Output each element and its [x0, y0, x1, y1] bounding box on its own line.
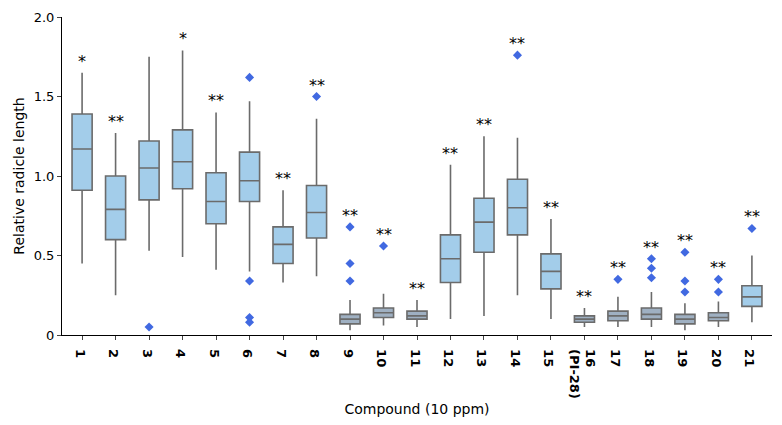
svg-text:**: **: [643, 238, 659, 257]
svg-text:Compound (10 ppm): Compound (10 ppm): [344, 401, 489, 417]
svg-text:**: **: [610, 258, 626, 277]
svg-text:**: **: [476, 115, 492, 134]
svg-text:5: 5: [207, 349, 222, 358]
svg-text:6: 6: [240, 349, 255, 358]
svg-text:**: **: [509, 34, 525, 53]
svg-text:19: 19: [675, 349, 690, 367]
svg-text:21: 21: [742, 349, 757, 367]
svg-text:1: 1: [73, 349, 88, 358]
svg-text:**: **: [376, 225, 392, 244]
svg-text:2: 2: [106, 349, 121, 358]
svg-text:**: **: [576, 287, 592, 306]
svg-text:**: **: [677, 231, 693, 250]
svg-text:15: 15: [541, 349, 556, 367]
svg-text:**: **: [710, 258, 726, 277]
svg-text:3: 3: [140, 349, 155, 358]
svg-text:7: 7: [274, 349, 289, 358]
svg-text:**: **: [108, 112, 124, 131]
svg-text:**: **: [442, 144, 458, 163]
svg-text:11: 11: [408, 349, 423, 367]
svg-text:0.5: 0.5: [34, 248, 55, 263]
svg-text:*: *: [179, 29, 187, 48]
svg-text:**: **: [342, 206, 358, 225]
svg-text:14: 14: [508, 349, 523, 367]
svg-text:1.5: 1.5: [34, 89, 55, 104]
svg-text:13: 13: [474, 349, 489, 367]
svg-text:18: 18: [642, 349, 657, 367]
svg-text:**: **: [543, 198, 559, 217]
svg-text:**: **: [409, 279, 425, 298]
svg-text:4: 4: [173, 349, 188, 358]
svg-text:8: 8: [307, 349, 322, 358]
svg-text:12: 12: [441, 349, 456, 367]
svg-text:10: 10: [374, 349, 389, 367]
svg-text:**: **: [208, 91, 224, 110]
svg-text:2.0: 2.0: [34, 10, 55, 25]
svg-text:16(PI-28): 16(PI-28): [567, 349, 599, 399]
svg-text:Relative radicle length: Relative radicle length: [11, 97, 27, 254]
svg-text:**: **: [744, 207, 760, 226]
svg-text:1.0: 1.0: [34, 169, 55, 184]
svg-text:**: **: [275, 169, 291, 188]
svg-text:20: 20: [709, 349, 724, 367]
svg-text:**: **: [309, 76, 325, 95]
svg-text:0: 0: [46, 328, 54, 343]
svg-text:17: 17: [608, 349, 623, 367]
svg-text:*: *: [78, 52, 86, 71]
svg-text:9: 9: [341, 349, 356, 358]
